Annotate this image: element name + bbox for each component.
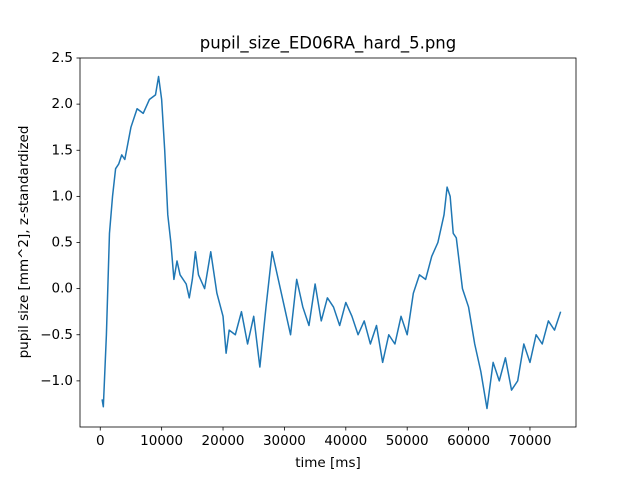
x-tick-label: 40000: [324, 433, 367, 449]
x-tick-label: 0: [96, 433, 105, 449]
y-tick-label: 2.5: [52, 50, 73, 66]
y-tick-label: −0.5: [40, 327, 73, 343]
x-tick-label: 60000: [447, 433, 490, 449]
y-tick-label: 0.0: [52, 281, 73, 297]
x-tick-label: 20000: [202, 433, 245, 449]
x-tick-label: 30000: [263, 433, 306, 449]
y-tick-label: 1.5: [52, 142, 73, 158]
x-tick-label: 50000: [386, 433, 429, 449]
x-axis-label: time [ms]: [295, 455, 361, 471]
y-tick-label: 0.5: [52, 235, 73, 251]
axes-frame: [79, 57, 577, 428]
y-tick-label: 1.0: [52, 188, 73, 204]
x-tick-label: 70000: [508, 433, 551, 449]
y-axis-label: pupil size [mm^2], z-standardized: [16, 126, 32, 359]
chart-title: pupil_size_ED06RA_hard_5.png: [200, 34, 456, 54]
data-line: [101, 75, 562, 410]
y-tick-label: 2.0: [52, 96, 73, 112]
y-tick-label: −1.0: [40, 373, 73, 389]
x-tick-label: 10000: [140, 433, 183, 449]
